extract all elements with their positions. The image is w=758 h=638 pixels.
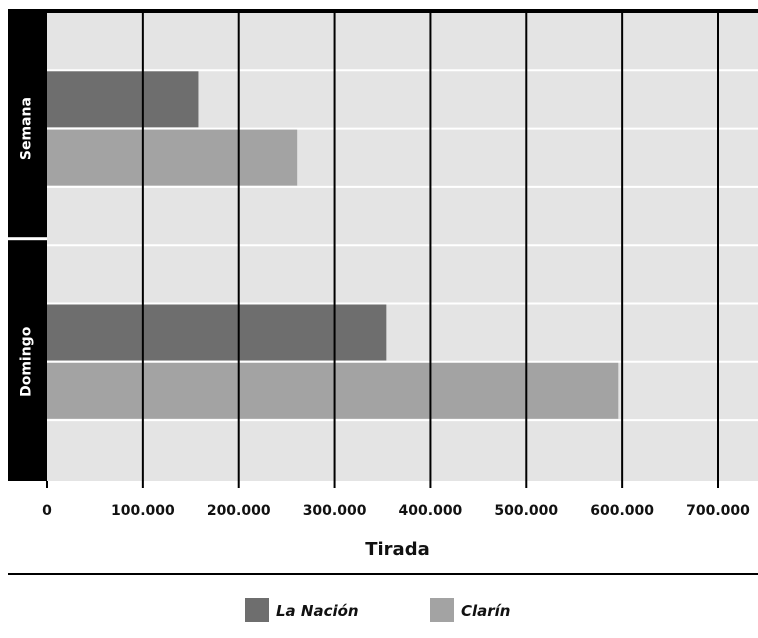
category-band-semana [8,12,47,238]
horizontal-gridlines [47,69,758,422]
x-tick-label: 100.000 [111,503,175,519]
legend-label-la-nacion: La Nación [276,602,359,620]
x-tick-label: 300.000 [303,503,367,519]
category-label-semana: Semana [19,97,35,160]
bar-la-nacion-semana [47,71,199,128]
legend: La Nación Clarín [245,598,511,622]
x-tick-label: 600.000 [590,503,654,519]
category-label-domingo: Domingo [19,326,35,397]
bar-clarin-domingo [47,362,619,419]
x-tick-label: 200.000 [207,503,271,519]
x-tick-label: 400.000 [399,503,463,519]
legend-label-clarin: Clarín [461,602,511,620]
x-tick-label: 700.000 [686,503,750,519]
category-bands: Semana Domingo [8,12,48,488]
bar-clarin-semana [47,129,298,186]
bars [47,71,619,419]
category-band-domingo [8,240,47,481]
x-axis-title: Tirada [365,539,430,560]
bar-la-nacion-domingo [47,304,387,361]
vertical-gridlines [141,12,719,488]
x-tick-label: 500.000 [494,503,558,519]
x-tick-labels: 0 100.000 200.000 300.000 400.000 500.000 600.… [42,503,750,519]
legend-swatch-la-nacion [245,598,269,622]
x-tick-label: 0 [42,503,52,519]
legend-swatch-clarin [430,598,454,622]
